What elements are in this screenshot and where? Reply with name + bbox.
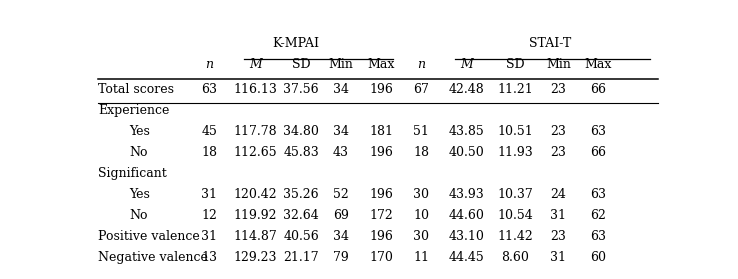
Text: 117.78: 117.78 <box>233 125 277 138</box>
Text: 119.92: 119.92 <box>233 209 277 222</box>
Text: 11: 11 <box>413 251 429 264</box>
Text: 114.87: 114.87 <box>233 230 277 243</box>
Text: 172: 172 <box>369 209 393 222</box>
Text: 45: 45 <box>201 125 218 138</box>
Text: 12: 12 <box>201 209 218 222</box>
Text: 60: 60 <box>590 251 607 264</box>
Text: 196: 196 <box>369 230 393 243</box>
Text: 79: 79 <box>333 251 349 264</box>
Text: 43.10: 43.10 <box>449 230 485 243</box>
Text: STAI-T: STAI-T <box>528 37 571 50</box>
Text: 52: 52 <box>333 188 349 201</box>
Text: n: n <box>205 58 213 71</box>
Text: 196: 196 <box>369 146 393 159</box>
Text: 10: 10 <box>413 209 429 222</box>
Text: 34: 34 <box>333 83 349 96</box>
Text: 40.50: 40.50 <box>449 146 485 159</box>
Text: 31: 31 <box>201 188 218 201</box>
Text: 112.65: 112.65 <box>233 146 277 159</box>
Text: 67: 67 <box>413 83 429 96</box>
Text: 63: 63 <box>590 230 607 243</box>
Text: No: No <box>129 146 148 159</box>
Text: 66: 66 <box>590 83 607 96</box>
Text: 10.51: 10.51 <box>497 125 534 138</box>
Text: 30: 30 <box>413 230 429 243</box>
Text: Positive valence: Positive valence <box>98 230 200 243</box>
Text: 196: 196 <box>369 188 393 201</box>
Text: 23: 23 <box>551 125 566 138</box>
Text: 63: 63 <box>590 188 607 201</box>
Text: 44.45: 44.45 <box>449 251 485 264</box>
Text: M: M <box>461 58 473 71</box>
Text: 18: 18 <box>201 146 218 159</box>
Text: No: No <box>129 209 148 222</box>
Text: 43.85: 43.85 <box>449 125 485 138</box>
Text: 69: 69 <box>333 209 349 222</box>
Text: 129.23: 129.23 <box>233 251 277 264</box>
Text: Significant: Significant <box>98 167 167 180</box>
Text: 44.60: 44.60 <box>449 209 485 222</box>
Text: Negative valence: Negative valence <box>98 251 208 264</box>
Text: 31: 31 <box>551 251 566 264</box>
Text: 8.60: 8.60 <box>502 251 529 264</box>
Text: 196: 196 <box>369 83 393 96</box>
Text: Max: Max <box>368 58 395 71</box>
Text: n: n <box>417 58 425 71</box>
Text: 11.21: 11.21 <box>497 83 534 96</box>
Text: Yes: Yes <box>129 125 151 138</box>
Text: 10.37: 10.37 <box>497 188 534 201</box>
Text: 35.26: 35.26 <box>283 188 319 201</box>
Text: 23: 23 <box>551 146 566 159</box>
Text: SD: SD <box>506 58 525 71</box>
Text: 40.56: 40.56 <box>283 230 319 243</box>
Text: 11.93: 11.93 <box>497 146 534 159</box>
Text: Min: Min <box>328 58 354 71</box>
Text: K-MPAI: K-MPAI <box>272 37 319 50</box>
Text: Min: Min <box>546 58 570 71</box>
Text: 31: 31 <box>201 230 218 243</box>
Text: Experience: Experience <box>98 104 169 117</box>
Text: 23: 23 <box>551 230 566 243</box>
Text: Yes: Yes <box>129 188 151 201</box>
Text: M: M <box>249 58 262 71</box>
Text: 34: 34 <box>333 230 349 243</box>
Text: 45.83: 45.83 <box>283 146 319 159</box>
Text: 43: 43 <box>333 146 349 159</box>
Text: 11.42: 11.42 <box>497 230 534 243</box>
Text: 116.13: 116.13 <box>233 83 277 96</box>
Text: 34.80: 34.80 <box>283 125 319 138</box>
Text: 42.48: 42.48 <box>449 83 485 96</box>
Text: 13: 13 <box>201 251 218 264</box>
Text: 37.56: 37.56 <box>283 83 319 96</box>
Text: 181: 181 <box>369 125 393 138</box>
Text: 63: 63 <box>201 83 218 96</box>
Text: 21.17: 21.17 <box>283 251 319 264</box>
Text: SD: SD <box>292 58 310 71</box>
Text: 23: 23 <box>551 83 566 96</box>
Text: Total scores: Total scores <box>98 83 174 96</box>
Text: 63: 63 <box>590 125 607 138</box>
Text: 31: 31 <box>551 209 566 222</box>
Text: 120.42: 120.42 <box>233 188 277 201</box>
Text: 43.93: 43.93 <box>449 188 485 201</box>
Text: 34: 34 <box>333 125 349 138</box>
Text: 10.54: 10.54 <box>497 209 534 222</box>
Text: 51: 51 <box>413 125 429 138</box>
Text: 32.64: 32.64 <box>283 209 319 222</box>
Text: 170: 170 <box>369 251 393 264</box>
Text: 62: 62 <box>590 209 607 222</box>
Text: 30: 30 <box>413 188 429 201</box>
Text: 66: 66 <box>590 146 607 159</box>
Text: 24: 24 <box>551 188 566 201</box>
Text: 18: 18 <box>413 146 429 159</box>
Text: Max: Max <box>584 58 612 71</box>
